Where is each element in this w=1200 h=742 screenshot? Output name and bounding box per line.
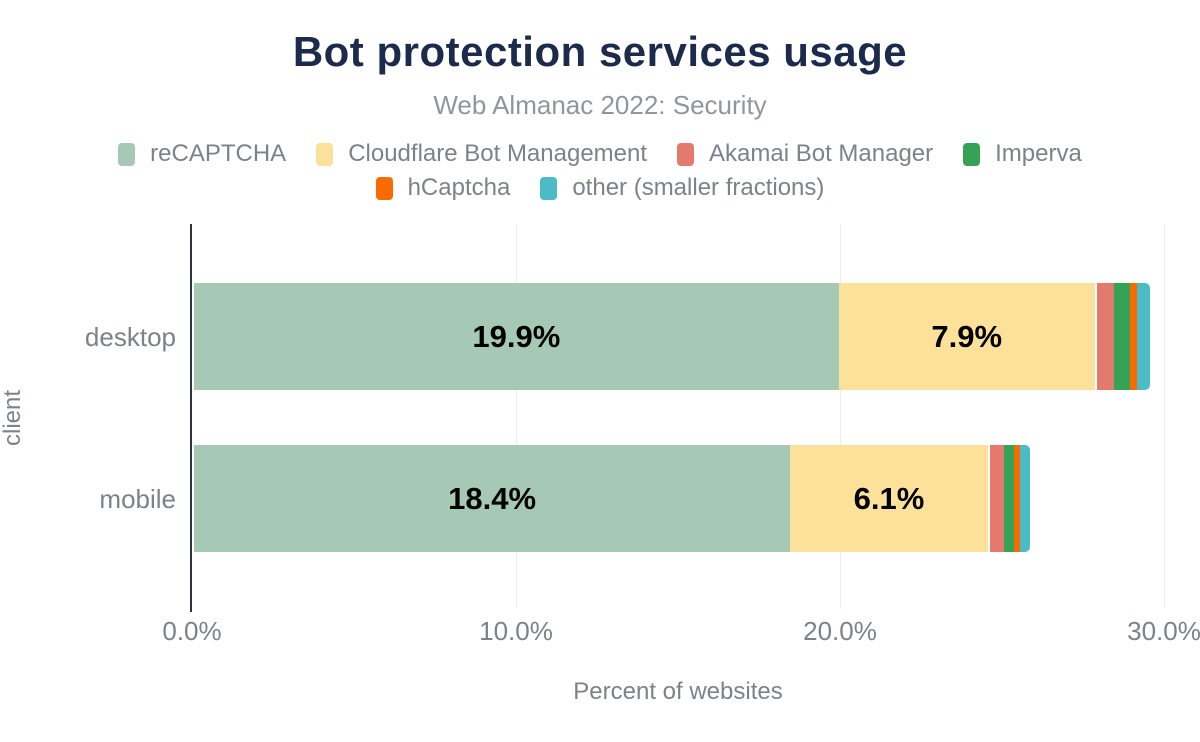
legend-row: hCaptcha other (smaller fractions) — [375, 174, 824, 202]
legend-item-cloudflare-bot-management[interactable]: Cloudflare Bot Management — [316, 140, 647, 168]
grid-line-20.0% — [840, 224, 841, 608]
legend-swatch-cloudflare-bot-management — [316, 142, 334, 166]
bar-value-label-mobile-recaptcha: 18.4% — [448, 480, 537, 516]
bar-value-label-desktop-cloudflare-bot-management: 7.9% — [931, 318, 1003, 354]
legend-item-other-smaller-fractions[interactable]: other (smaller fractions) — [540, 174, 824, 202]
legend-label: Akamai Bot Manager — [709, 140, 934, 167]
bar-segment-desktop-imperva[interactable] — [1114, 283, 1131, 390]
chart-subtitle: Web Almanac 2022: Security — [433, 90, 767, 120]
category-label-desktop: desktop — [84, 321, 176, 352]
y-axis-title: client — [0, 389, 26, 447]
bar-segment-mobile-akamai-bot-manager[interactable] — [989, 445, 1004, 552]
legend-swatch-recaptcha — [118, 142, 136, 166]
bar-segment-mobile-hcaptcha[interactable] — [1013, 445, 1021, 552]
bar-segment-desktop-akamai-bot-manager[interactable] — [1096, 283, 1115, 390]
bar-value-label-mobile-cloudflare-bot-management: 6.1% — [853, 480, 925, 516]
legend-swatch-other-smaller-fractions — [540, 176, 558, 200]
bar-segment-desktop-cloudflare-bot-management[interactable]: 7.9% — [838, 283, 1095, 390]
x-tick-label-20.0%: 20.0% — [803, 616, 877, 646]
bar-value-label-desktop-recaptcha: 19.9% — [472, 318, 561, 354]
bar-segment-mobile-other-smaller-fractions[interactable] — [1020, 445, 1030, 552]
legend-label: hCaptcha — [407, 174, 511, 201]
legend-label: Cloudflare Bot Management — [348, 140, 648, 167]
legend: reCAPTCHA Cloudflare Bot Management Akamai… — [0, 140, 1200, 202]
legend-label: reCAPTCHA — [150, 140, 287, 167]
legend-swatch-hcaptcha — [375, 176, 393, 200]
grid-line-30.0% — [1164, 224, 1165, 608]
legend-label: Imperva — [995, 140, 1082, 167]
legend-item-hcaptcha[interactable]: hCaptcha — [375, 174, 511, 202]
x-tick-label-0.0%: 0.0% — [162, 616, 222, 646]
x-tick-label-30.0%: 30.0% — [1127, 616, 1200, 646]
legend-label: other (smaller fractions) — [572, 174, 825, 201]
bar-segment-mobile-recaptcha[interactable]: 18.4% — [194, 445, 791, 552]
x-axis-title: Percent of websites — [573, 678, 783, 705]
grid-line-10.0% — [516, 224, 517, 608]
legend-row: reCAPTCHA Cloudflare Bot Management Akamai… — [118, 140, 1082, 168]
bar-segment-desktop-recaptcha[interactable]: 19.9% — [194, 283, 839, 390]
chart-title: Bot protection services usage — [292, 28, 908, 75]
legend-item-recaptcha[interactable]: reCAPTCHA — [118, 140, 286, 168]
bar-segment-mobile-cloudflare-bot-management[interactable]: 6.1% — [790, 445, 988, 552]
x-tick-label-10.0%: 10.0% — [479, 616, 553, 646]
legend-item-imperva[interactable]: Imperva — [963, 140, 1082, 168]
legend-swatch-imperva — [963, 142, 981, 166]
y-axis-line — [190, 224, 192, 612]
bar-segment-desktop-hcaptcha[interactable] — [1130, 283, 1137, 390]
bar-segment-desktop-other-smaller-fractions[interactable] — [1136, 283, 1150, 390]
bar-segment-mobile-imperva[interactable] — [1004, 445, 1014, 552]
category-label-mobile: mobile — [99, 483, 176, 514]
legend-swatch-akamai-bot-manager — [677, 142, 695, 166]
legend-item-akamai-bot-manager[interactable]: Akamai Bot Manager — [677, 140, 933, 168]
